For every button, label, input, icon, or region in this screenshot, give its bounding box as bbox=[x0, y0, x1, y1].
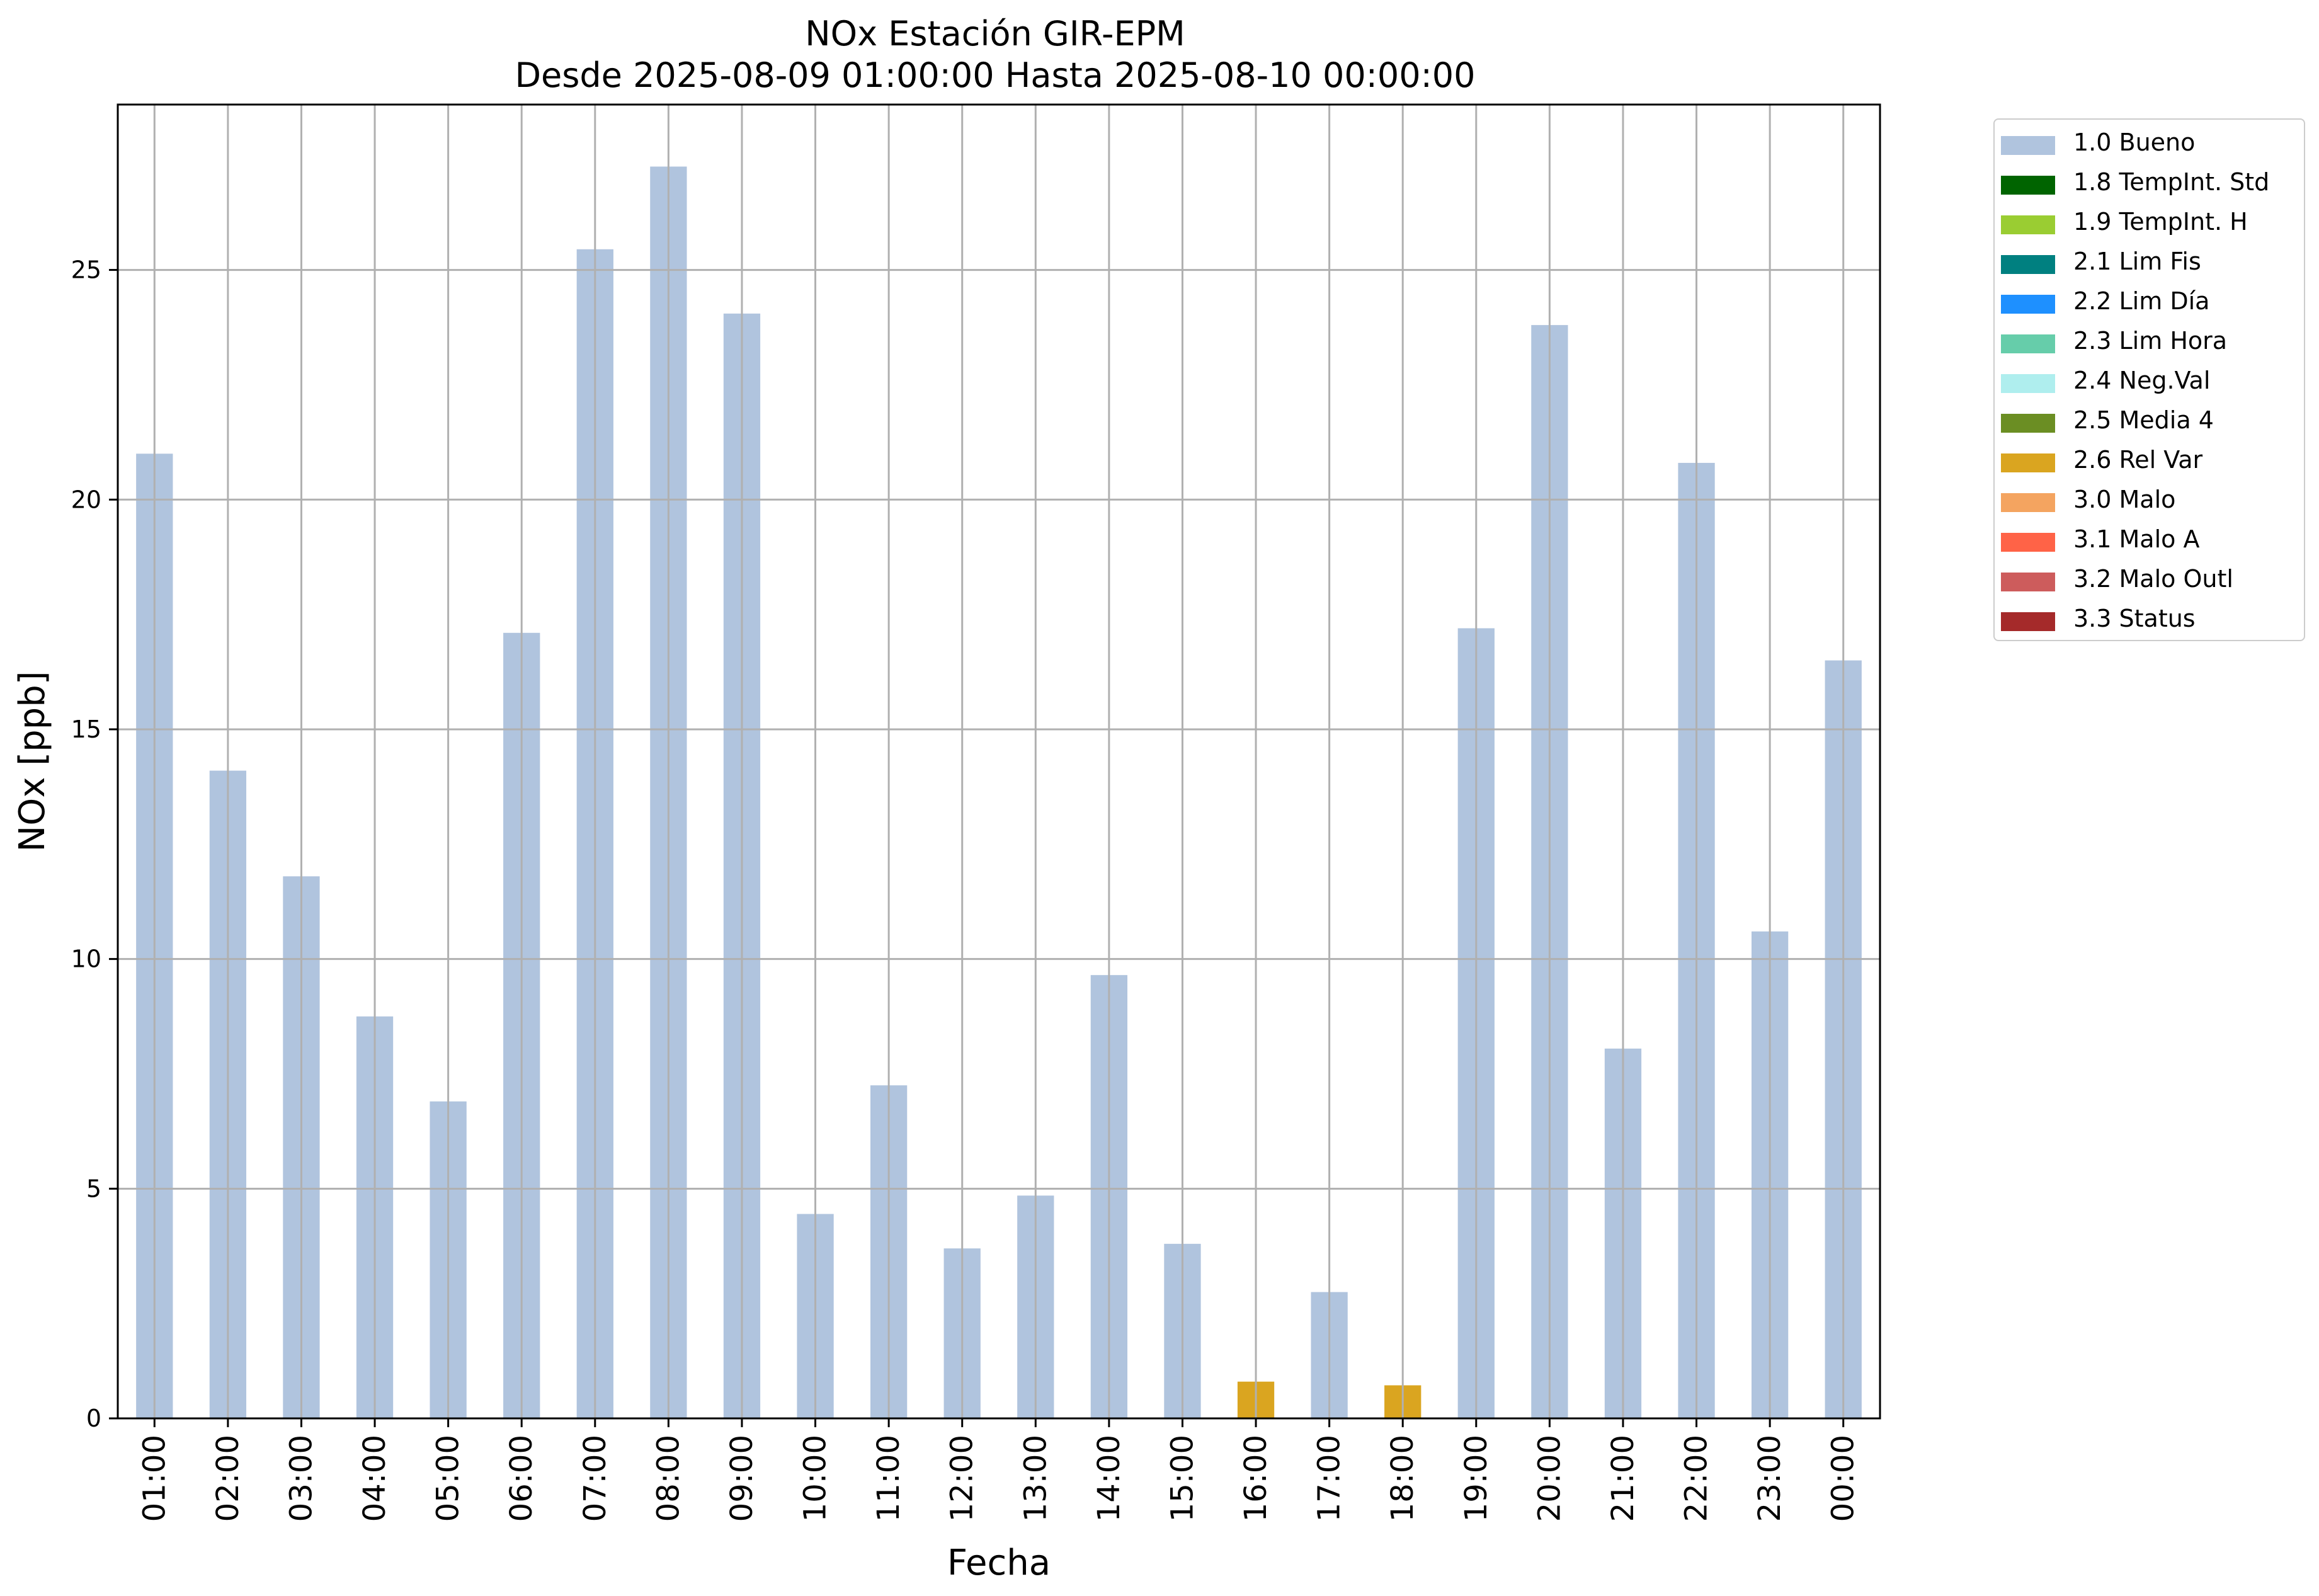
x-tick-label-09:00: 09:00 bbox=[724, 1435, 760, 1522]
legend-swatch bbox=[2001, 612, 2055, 631]
legend-item: 3.1 Malo A bbox=[1995, 522, 2304, 561]
x-tick-label-23:00: 23:00 bbox=[1752, 1435, 1787, 1522]
legend-item: 2.4 Neg.Val bbox=[1995, 363, 2304, 402]
legend-label: 2.2 Lim Día bbox=[2073, 287, 2210, 315]
legend-item: 1.0 Bueno bbox=[1995, 125, 2304, 164]
x-tick-label-21:00: 21:00 bbox=[1605, 1435, 1641, 1522]
legend-label: 3.1 Malo A bbox=[2073, 525, 2200, 553]
legend-label: 2.6 Rel Var bbox=[2073, 446, 2203, 474]
y-tick-label-0: 0 bbox=[86, 1405, 101, 1432]
legend-label: 2.3 Lim Hora bbox=[2073, 327, 2228, 355]
y-tick-label-10: 10 bbox=[71, 945, 101, 973]
legend-item: 2.2 Lim Día bbox=[1995, 283, 2304, 323]
x-tick-label-20:00: 20:00 bbox=[1532, 1435, 1567, 1522]
legend-label: 2.1 Lim Fis bbox=[2073, 248, 2201, 275]
x-tick-label-08:00: 08:00 bbox=[651, 1435, 686, 1522]
x-tick-label-02:00: 02:00 bbox=[210, 1435, 246, 1522]
legend-swatch bbox=[2001, 334, 2055, 353]
x-tick-label-16:00: 16:00 bbox=[1238, 1435, 1273, 1522]
legend-item: 1.9 TempInt. H bbox=[1995, 204, 2304, 244]
legend-swatch bbox=[2001, 255, 2055, 274]
legend-swatch bbox=[2001, 374, 2055, 393]
legend-label: 3.0 Malo bbox=[2073, 486, 2176, 513]
legend-swatch bbox=[2001, 573, 2055, 591]
x-axis-label: Fecha bbox=[947, 1542, 1051, 1583]
x-tick-label-03:00: 03:00 bbox=[283, 1435, 319, 1522]
legend-item: 3.3 Status bbox=[1995, 601, 2304, 641]
x-tick-label-12:00: 12:00 bbox=[945, 1435, 980, 1522]
x-tick-label-13:00: 13:00 bbox=[1018, 1435, 1053, 1522]
legend-swatch bbox=[2001, 533, 2055, 552]
x-tick-label-01:00: 01:00 bbox=[137, 1435, 172, 1522]
legend: 1.0 Bueno 1.8 TempInt. Std 1.9 TempInt. H 2… bbox=[1993, 118, 2305, 641]
legend-item: 2.6 Rel Var bbox=[1995, 442, 2304, 482]
x-tick-label-22:00: 22:00 bbox=[1679, 1435, 1714, 1522]
x-tick-label-05:00: 05:00 bbox=[431, 1435, 466, 1522]
x-tick-label-11:00: 11:00 bbox=[871, 1435, 906, 1522]
legend-item: 2.1 Lim Fis bbox=[1995, 244, 2304, 283]
legend-item: 1.8 TempInt. Std bbox=[1995, 164, 2304, 204]
legend-label: 2.4 Neg.Val bbox=[2073, 367, 2211, 394]
legend-swatch bbox=[2001, 453, 2055, 472]
legend-item: 3.0 Malo bbox=[1995, 482, 2304, 522]
y-axis-label: NOx [ppb] bbox=[12, 671, 53, 852]
x-tick-label-07:00: 07:00 bbox=[578, 1435, 613, 1522]
y-tick-label-20: 20 bbox=[71, 486, 101, 513]
legend-swatch bbox=[2001, 176, 2055, 195]
legend-item: 2.3 Lim Hora bbox=[1995, 323, 2304, 363]
x-tick-label-14:00: 14:00 bbox=[1091, 1435, 1127, 1522]
x-tick-label-04:00: 04:00 bbox=[357, 1435, 392, 1522]
x-tick-label-10:00: 10:00 bbox=[798, 1435, 833, 1522]
legend-swatch bbox=[2001, 414, 2055, 433]
legend-label: 1.9 TempInt. H bbox=[2073, 208, 2248, 236]
legend-label: 2.5 Media 4 bbox=[2073, 406, 2214, 434]
legend-item: 3.2 Malo Outl bbox=[1995, 561, 2304, 601]
x-tick-label-18:00: 18:00 bbox=[1385, 1435, 1420, 1522]
legend-item: 2.5 Media 4 bbox=[1995, 402, 2304, 442]
x-tick-label-00:00: 00:00 bbox=[1826, 1435, 1861, 1522]
legend-swatch bbox=[2001, 215, 2055, 234]
chart-subtitle: Desde 2025-08-09 01:00:00 Hasta 2025-08-… bbox=[515, 55, 1476, 95]
x-tick-label-17:00: 17:00 bbox=[1312, 1435, 1347, 1522]
x-tick-label-19:00: 19:00 bbox=[1459, 1435, 1494, 1522]
legend-label: 1.8 TempInt. Std bbox=[2073, 168, 2270, 196]
legend-label: 1.0 Bueno bbox=[2073, 128, 2196, 156]
plot-frame bbox=[117, 103, 1881, 1420]
legend-swatch bbox=[2001, 136, 2055, 155]
legend-swatch bbox=[2001, 295, 2055, 314]
legend-label: 3.3 Status bbox=[2073, 605, 2196, 632]
x-tick-label-06:00: 06:00 bbox=[504, 1435, 539, 1522]
y-tick-label-15: 15 bbox=[71, 715, 101, 743]
legend-label: 3.2 Malo Outl bbox=[2073, 565, 2233, 593]
y-tick-label-5: 5 bbox=[86, 1175, 101, 1202]
chart-title: NOx Estación GIR-EPM bbox=[805, 14, 1185, 54]
x-tick-label-15:00: 15:00 bbox=[1165, 1435, 1200, 1522]
y-tick-label-25: 25 bbox=[71, 256, 101, 284]
legend-swatch bbox=[2001, 493, 2055, 512]
